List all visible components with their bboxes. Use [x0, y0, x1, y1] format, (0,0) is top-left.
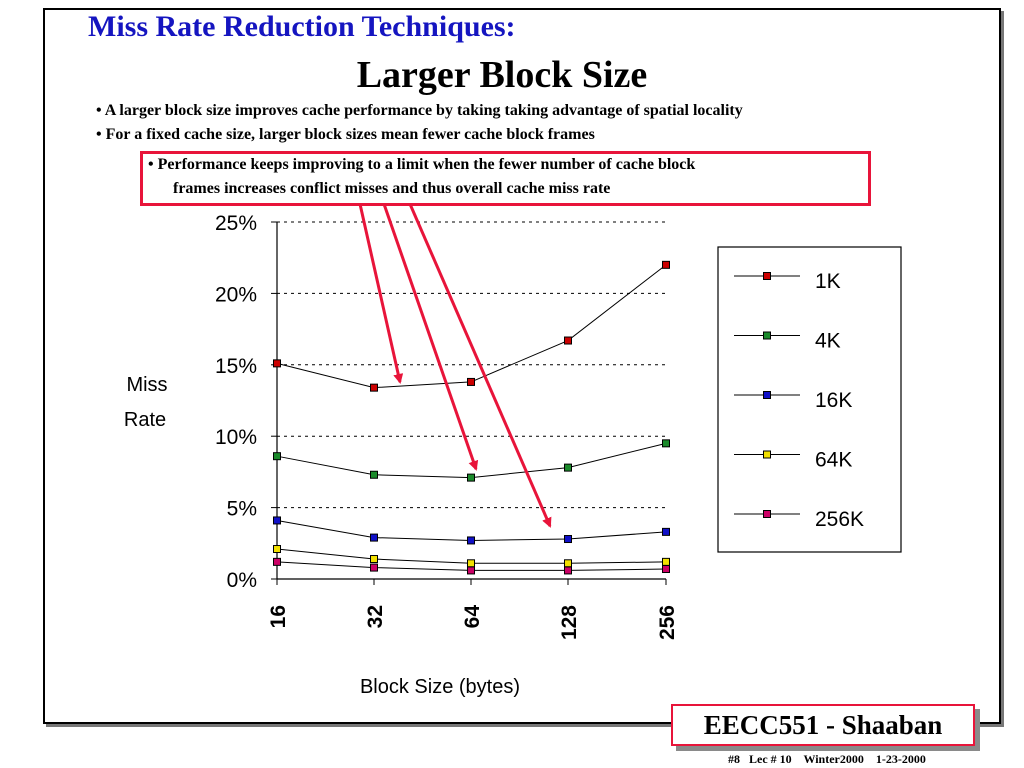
data-point-1k — [467, 377, 475, 386]
data-point-1k — [273, 359, 281, 368]
data-point-16k — [662, 527, 670, 536]
legend-swatch — [763, 391, 771, 399]
legend-label: 1K — [815, 270, 841, 293]
y-tick-label: 20% — [215, 283, 257, 306]
data-point-64k — [467, 559, 475, 568]
x-tick-label: 64 — [461, 605, 484, 629]
callout-arrow-2 — [382, 203, 479, 471]
x-tick-label: 16 — [267, 605, 290, 628]
y-tick-label: 5% — [227, 498, 257, 521]
data-point-64k — [564, 559, 572, 568]
bullet-1: • A larger block size improves cache per… — [96, 102, 743, 119]
callout-line-1: • Performance keeps improving to a limit… — [148, 156, 696, 173]
data-point-256k — [370, 563, 378, 572]
data-point-4k — [273, 452, 281, 461]
callout-line-2: frames increases conflict misses and thu… — [173, 180, 611, 197]
bullet-2: • For a fixed cache size, larger block s… — [96, 126, 595, 143]
data-point-64k — [662, 557, 670, 566]
callout-arrow-1 — [358, 203, 404, 384]
legend-swatch — [763, 331, 771, 340]
data-point-4k — [564, 463, 572, 472]
slide-subtitle: Larger Block Size — [356, 54, 648, 96]
data-point-16k — [273, 516, 281, 525]
y-axis-title-line-1: Miss — [126, 374, 167, 396]
data-point-16k — [370, 533, 378, 542]
data-point-1k — [370, 383, 378, 392]
x-axis-title: Block Size (bytes) — [360, 676, 520, 698]
legend-swatch — [763, 272, 771, 280]
y-tick-label: 15% — [215, 355, 257, 378]
y-axis-title-line-2: Rate — [124, 409, 166, 431]
legend-box — [717, 246, 902, 553]
course-badge: EECC551 - Shaaban — [671, 704, 975, 746]
slide-footer: #8 Lec # 10 Winter2000 1-23-2000 — [728, 752, 926, 766]
data-point-256k — [564, 566, 572, 575]
legend-swatch — [763, 450, 771, 459]
data-point-64k — [370, 555, 378, 564]
data-point-256k — [662, 565, 670, 574]
legend-label: 64K — [815, 449, 852, 472]
callout-arrow-3 — [408, 203, 552, 528]
data-point-16k — [564, 535, 572, 544]
data-point-4k — [467, 473, 475, 482]
series-line-1k — [276, 264, 667, 389]
data-point-256k — [273, 557, 281, 566]
y-tick-label: 10% — [215, 426, 257, 449]
legend-label: 16K — [815, 389, 852, 412]
data-point-256k — [467, 566, 475, 575]
y-tick-label: 25% — [215, 212, 257, 235]
data-point-16k — [467, 536, 475, 545]
data-point-4k — [662, 439, 670, 448]
data-point-64k — [273, 545, 281, 554]
callout-box — [140, 151, 871, 206]
data-point-1k — [662, 260, 670, 269]
x-tick-label: 128 — [558, 605, 581, 640]
slide-title: Miss Rate Reduction Techniques: — [88, 10, 516, 43]
legend-label: 256K — [815, 508, 864, 531]
data-point-4k — [370, 470, 378, 479]
legend-swatch — [763, 510, 771, 518]
x-tick-label: 256 — [656, 605, 679, 640]
legend-label: 4K — [815, 330, 841, 353]
x-tick-label: 32 — [364, 605, 387, 628]
data-point-1k — [564, 336, 572, 345]
y-tick-label: 0% — [227, 569, 257, 592]
